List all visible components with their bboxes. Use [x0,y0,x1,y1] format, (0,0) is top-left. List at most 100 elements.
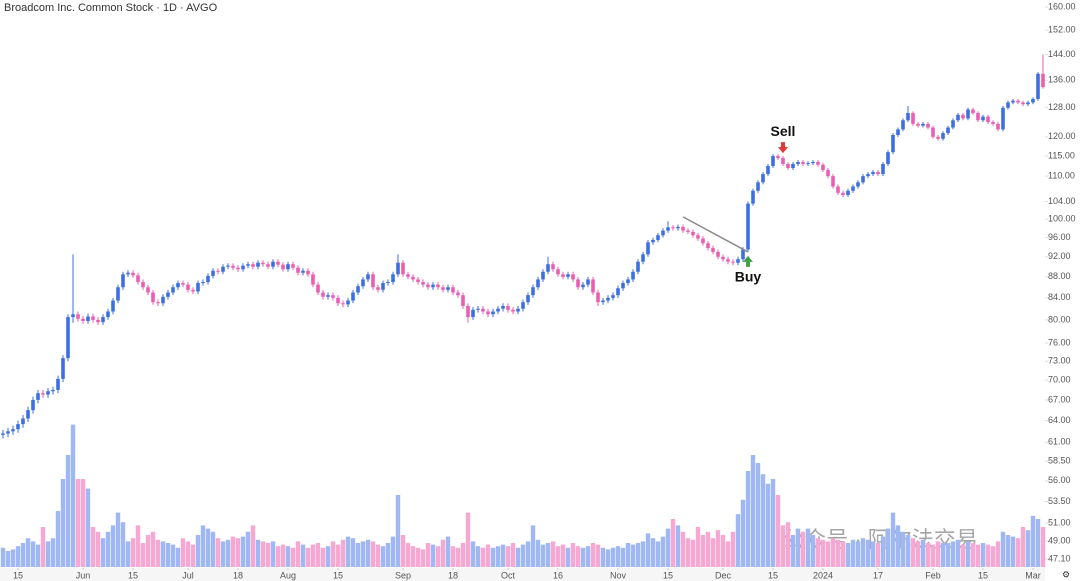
volume-bar [545,543,551,567]
candle-body [771,156,775,166]
volume-bar [955,539,961,567]
volume-bar [375,544,381,567]
candle-body [801,161,805,164]
candle-body [191,289,195,292]
volume-bar [35,544,41,567]
candle-body [691,231,695,236]
candle-body [226,265,230,267]
y-tick-label: 120.00 [1048,131,1076,141]
x-tick-label: 15 [333,570,343,580]
volume-bar [990,546,996,567]
candle-body [511,309,515,312]
volume-bar [495,546,501,567]
candle-body [266,264,270,267]
volume-bar [105,531,111,567]
volume-bar [530,525,536,567]
candle-body [626,279,630,284]
candle-body [1,433,5,435]
candle-body [756,182,760,191]
volume-bar [190,544,196,567]
y-tick-label: 96.00 [1048,232,1071,242]
volume-bar [770,479,776,567]
candle-body [41,393,45,395]
candle-body [636,261,640,272]
volume-bar [110,525,116,567]
volume-bar [325,546,331,567]
candle-body [961,114,965,119]
volume-bar [885,528,891,567]
candle-body [261,262,265,265]
candle-body [326,295,330,297]
candle-body [1006,102,1010,108]
y-tick-label: 58.50 [1048,456,1071,466]
volume-bar [625,543,631,567]
candle-body [136,275,140,283]
volume-bar [605,549,611,567]
candle-body [581,284,585,288]
candle-body [786,163,790,168]
candle-body [631,271,635,280]
candle-body [21,418,25,425]
volume-bar [520,544,526,567]
volume-bar [150,531,156,567]
candle-body [161,296,165,304]
time-axis-band [0,568,1045,581]
candle-body [466,305,470,318]
volume-bar [940,543,946,567]
volume-bar [505,546,511,567]
volume-bar [1000,531,1006,567]
volume-bar [830,538,836,567]
candle-body [491,311,495,315]
candle-body [841,192,845,195]
x-tick-label: Jul [182,570,194,580]
volume-bar [895,525,901,567]
volume-bar [480,547,486,567]
volume-bar [710,538,716,567]
x-tick-label: 18 [233,570,243,580]
candle-body [916,123,920,126]
candle-body [281,264,285,270]
volume-bar [1005,535,1011,567]
volume-bar [215,538,221,567]
y-tick-label: 136.00 [1048,75,1076,85]
volume-bar [920,539,926,567]
y-tick-label: 64.00 [1048,415,1071,425]
candle-body [806,163,810,165]
volume-bar [1040,527,1046,567]
volume-bar [415,547,421,567]
candle-body [201,282,205,284]
candle-body [761,174,765,183]
candle-body [66,317,70,359]
volume-bar [855,541,861,567]
volume-bar [115,512,121,567]
candle-body [76,314,80,319]
y-tick-label: 61.00 [1048,437,1071,447]
settings-icon[interactable]: ⚙ [1062,569,1070,579]
candle-body [61,358,65,379]
volume-bar [390,536,396,567]
volume-bar [575,546,581,567]
volume-bar [250,525,256,567]
candle-body [876,172,880,175]
volume-bar [685,538,691,567]
candle-body [86,316,90,322]
candle-body [696,235,700,239]
volume-bar [160,541,166,567]
candle-body [1041,73,1045,88]
candle-body [1021,102,1025,105]
volume-bar [775,495,781,567]
volume-bar [1025,530,1031,567]
candle-body [181,283,185,285]
candle-body [351,292,355,301]
candle-body [976,113,980,121]
candle-body [176,283,180,288]
volume-bar [315,543,321,567]
sell-arrow [778,142,788,154]
x-tick-label: 15 [128,570,138,580]
volume-bar [180,538,186,567]
candle-body [796,161,800,164]
candle-body [556,269,560,275]
volume-bar [360,541,366,567]
candle-body [911,113,915,124]
volume-bar [425,543,431,567]
